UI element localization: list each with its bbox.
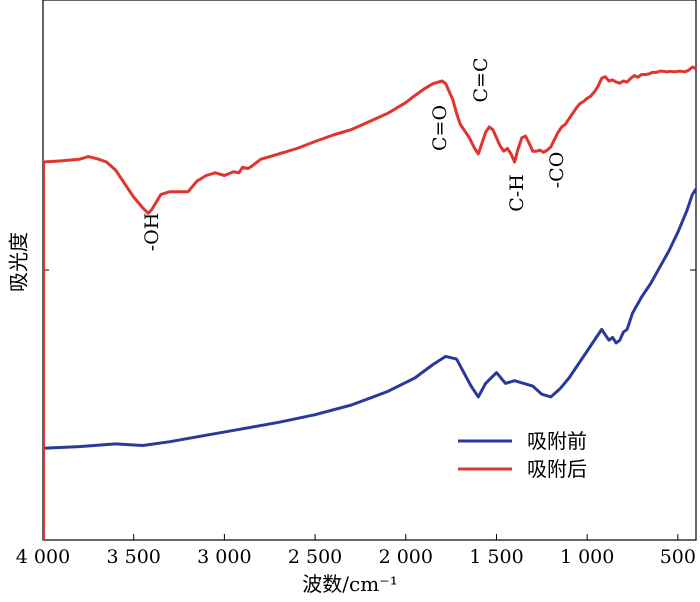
series-line-after: [42, 65, 697, 215]
legend-label-after: 吸附后: [527, 457, 587, 481]
x-tick-label: 2 000: [379, 546, 433, 568]
x-axis-title: 波数/cm⁻¹: [302, 572, 397, 596]
annotation-label: -CO: [546, 152, 568, 189]
annotation-label: C-H: [506, 174, 528, 212]
annotation-label: C=C: [470, 58, 492, 103]
x-tick-label: 1 500: [469, 546, 523, 568]
annotation-layer: -OH C=O C=C C-H -CO: [141, 58, 568, 252]
x-axis-ticks: 4 000 3 500 3 000 2 500 2 000 1 500 1 000 500: [16, 269, 696, 568]
plot-frame: [42, 0, 697, 541]
x-tick-label: 2 500: [288, 546, 342, 568]
x-tick-label: 500: [660, 546, 696, 568]
x-tick-label: 3 000: [197, 546, 251, 568]
legend: 吸附前 吸附后: [458, 429, 587, 481]
legend-label-before: 吸附前: [527, 429, 587, 453]
annotation-label: -OH: [141, 213, 163, 252]
series-layer: [42, 65, 698, 540]
series-line-before: [42, 188, 698, 450]
x-tick-label: 4 000: [16, 546, 70, 568]
x-tick-label: 1 000: [560, 546, 614, 568]
y-axis-title: 吸光度: [7, 232, 31, 292]
annotation-label: C=O: [429, 105, 451, 151]
x-tick-label: 3 500: [106, 546, 160, 568]
